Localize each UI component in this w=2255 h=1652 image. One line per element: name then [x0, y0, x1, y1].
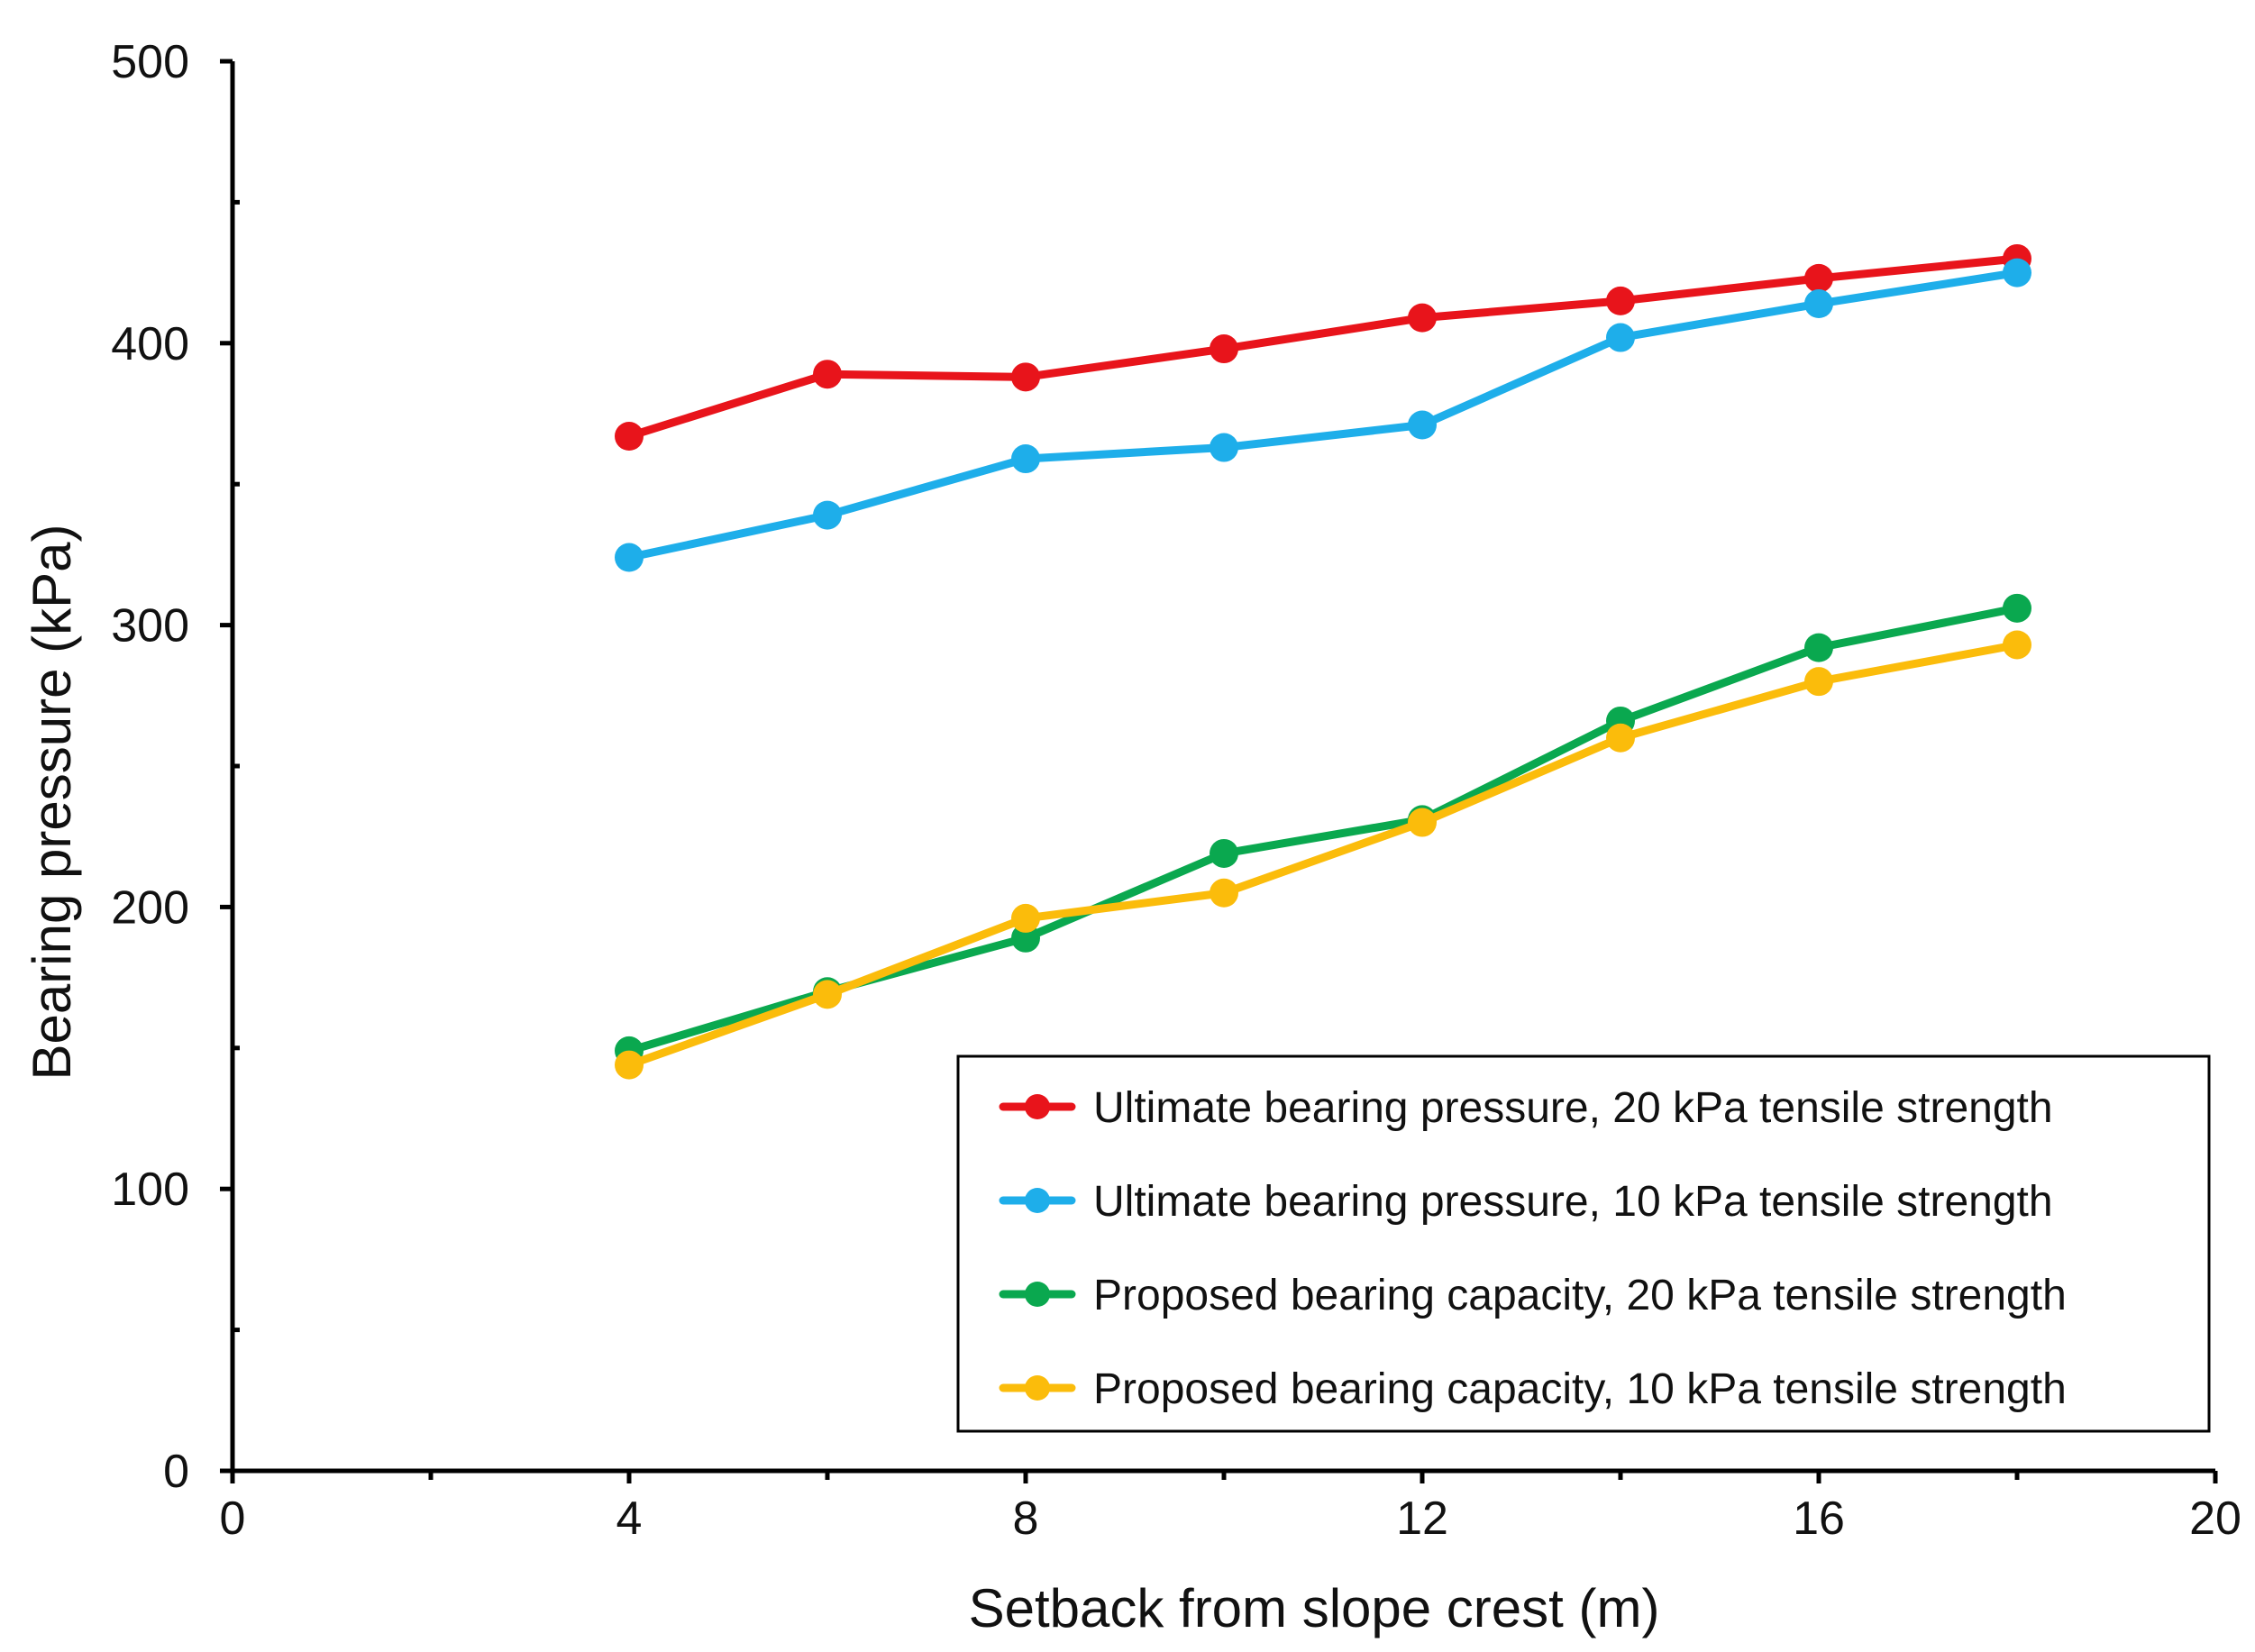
y-axis-title: Bearing pressure (kPa) — [22, 525, 82, 1081]
x-axis-title: Setback from slope crest (m) — [969, 1578, 1660, 1638]
data-point — [2003, 593, 2031, 623]
data-point — [615, 543, 644, 572]
series-1 — [615, 243, 2031, 452]
data-point — [813, 500, 842, 530]
data-point — [1011, 923, 1040, 953]
data-point — [1210, 433, 1238, 462]
data-point — [1606, 286, 1635, 315]
legend-marker — [1025, 1375, 1050, 1401]
data-point — [813, 980, 842, 1009]
series-line — [625, 254, 2022, 441]
x-tick-label: 0 — [220, 1492, 246, 1545]
series-4 — [615, 630, 2031, 1080]
legend-label: Proposed bearing capacity, 10 kPa tensil… — [1093, 1365, 2067, 1413]
y-tick-label: 200 — [111, 881, 189, 934]
data-point — [1804, 633, 1833, 662]
y-axis-ticks: 0 100 200 300 400 500 — [111, 36, 240, 1498]
legend-marker — [1025, 1188, 1050, 1213]
data-point — [1606, 723, 1635, 753]
legend-label: Ultimate bearing pressure, 20 kPa tensil… — [1093, 1084, 2053, 1132]
series-line — [625, 269, 2022, 562]
legend-item: Ultimate bearing pressure, 20 kPa tensil… — [999, 1084, 2053, 1132]
legend-item: Proposed bearing capacity, 20 kPa tensil… — [999, 1272, 2067, 1319]
data-point — [1011, 362, 1040, 392]
legend-item: Ultimate bearing pressure, 10 kPa tensil… — [999, 1178, 2053, 1226]
legend-marker — [1025, 1282, 1050, 1307]
data-point — [1011, 444, 1040, 474]
legend-box — [956, 1054, 2211, 1433]
data-point — [1606, 323, 1635, 352]
x-tick-label: 16 — [1793, 1492, 1845, 1545]
data-point — [2003, 630, 2031, 660]
data-point — [1804, 289, 1833, 319]
x-axis-ticks: 0 4 8 12 16 20 — [220, 1471, 2241, 1545]
data-point — [615, 422, 644, 452]
data-point — [1408, 808, 1437, 837]
series-layer — [615, 243, 2031, 1080]
y-tick-label: 0 — [163, 1446, 189, 1498]
y-tick-label: 500 — [111, 36, 189, 88]
x-tick-label: 20 — [2189, 1492, 2241, 1545]
x-tick-label: 12 — [1396, 1492, 1448, 1545]
data-point — [813, 360, 842, 389]
x-tick-label: 4 — [616, 1492, 643, 1545]
x-tick-label: 8 — [1013, 1492, 1039, 1545]
data-point — [2003, 258, 2031, 288]
legend-label: Ultimate bearing pressure, 10 kPa tensil… — [1093, 1178, 2053, 1226]
data-point — [1804, 263, 1833, 293]
series-2 — [615, 258, 2031, 572]
data-point — [1210, 334, 1238, 364]
legend-label: Proposed bearing capacity, 20 kPa tensil… — [1093, 1272, 2067, 1319]
data-point — [1011, 903, 1040, 933]
data-point — [1408, 303, 1437, 333]
legend-item: Proposed bearing capacity, 10 kPa tensil… — [999, 1365, 2067, 1413]
data-point — [1804, 667, 1833, 697]
data-point — [1408, 410, 1437, 440]
legend: Ultimate bearing pressure, 20 kPa tensil… — [956, 1054, 2211, 1433]
y-tick-label: 300 — [111, 600, 189, 653]
series-line — [625, 640, 2022, 1070]
data-point — [615, 1050, 644, 1080]
legend-marker — [1025, 1094, 1050, 1119]
y-tick-label: 100 — [111, 1164, 189, 1216]
data-point — [1210, 838, 1238, 868]
data-point — [1210, 878, 1238, 908]
y-tick-label: 400 — [111, 318, 189, 370]
